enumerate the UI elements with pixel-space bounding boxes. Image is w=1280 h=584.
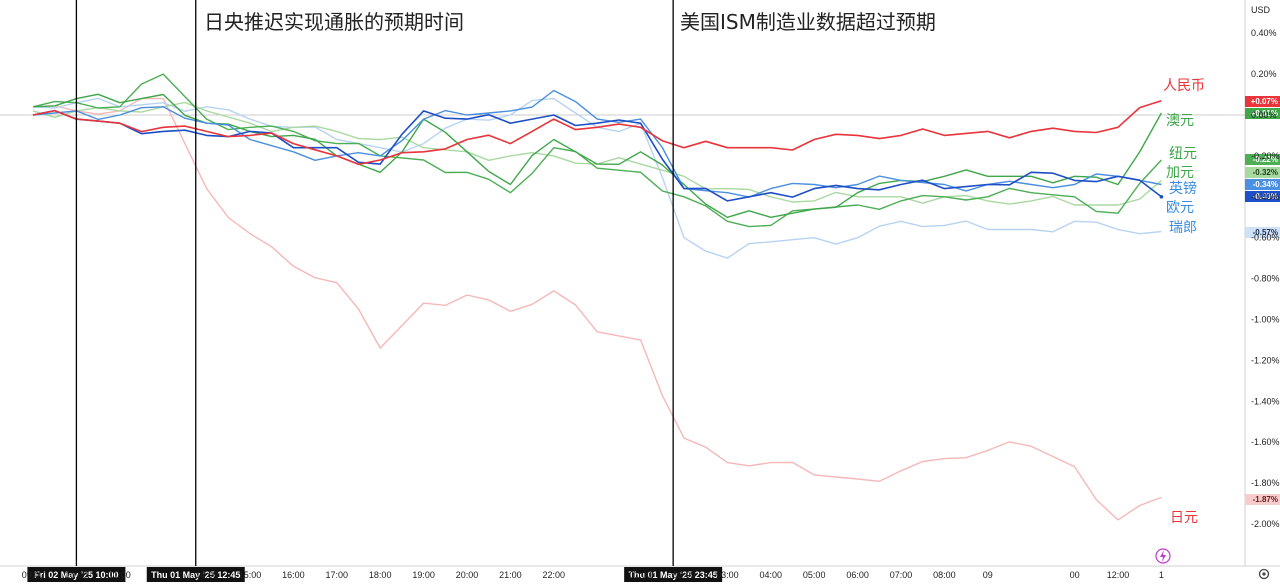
y-tick-label: -1.00%	[1251, 315, 1280, 325]
series-lines	[32, 73, 1164, 521]
x-tick-label: 15:00	[239, 570, 262, 580]
series-name-label: 人民币	[1163, 78, 1205, 94]
series-line-0	[32, 99, 1162, 166]
series-line-5	[32, 109, 1162, 202]
y-tick-label: -0.40%	[1251, 192, 1280, 202]
series-name-label: 英镑	[1169, 180, 1197, 197]
series-name-label: 澳元	[1166, 113, 1194, 129]
x-tick-label: 22:00	[543, 570, 566, 580]
x-tick-label: 07:00	[890, 570, 913, 580]
series-value-badge	[1245, 191, 1280, 202]
series-value-label: +0.07%	[1251, 97, 1278, 106]
series-value-badge	[1245, 179, 1280, 190]
y-tick-label: -0.80%	[1251, 274, 1280, 284]
x-tick-label: 00	[1070, 570, 1080, 580]
y-tick-label: -2.00%	[1251, 519, 1280, 529]
x-tick-label: 16:00	[282, 570, 305, 580]
series-value-label: -0.22%	[1253, 155, 1278, 164]
series-value-label: -0.32%	[1253, 168, 1278, 177]
series-value-badge	[1245, 167, 1280, 178]
series-value-label: -1.87%	[1253, 495, 1278, 504]
x-tick-label: 10:00	[65, 570, 88, 580]
series-value-badge	[1245, 154, 1280, 165]
lightning-icon[interactable]	[1155, 548, 1171, 564]
chart-grid	[0, 0, 1280, 567]
series-value-label: -0.34%	[1253, 180, 1278, 189]
series-line-1	[32, 93, 1163, 218]
series-value-badge	[1245, 227, 1280, 238]
currency-selector[interactable]: USD	[1251, 5, 1271, 15]
x-tick-label: 1	[1159, 570, 1164, 580]
event-time-badge	[27, 567, 126, 582]
series-line-7	[32, 97, 1162, 521]
series-value-label: +0.01%	[1251, 109, 1278, 118]
series-line-4	[32, 89, 1162, 198]
series-end-dot	[1159, 195, 1164, 199]
x-tick-label: 01:00	[629, 570, 652, 580]
x-tick-label: 20:00	[456, 570, 479, 580]
series-value-label: -0.57%	[1253, 228, 1278, 237]
series-name-label: 欧元	[1166, 200, 1194, 216]
event-time-label: Fri 02 May '25 10:00	[34, 570, 118, 580]
y-axis: 0.40% 0.20% 0.00% -0.20% -0.40% -0.60% -0.80% -…	[1251, 28, 1280, 529]
series-line-3	[32, 101, 1162, 206]
x-tick-label: 09:00	[22, 570, 45, 580]
annotation-ism: 美国ISM制造业数据超过预期	[680, 10, 936, 34]
series-value-badge	[1245, 494, 1280, 505]
y-tick-label: -1.60%	[1251, 437, 1280, 447]
event-time-label: Thu 01 May '25 23:45	[629, 570, 718, 580]
x-tick-label: 17:00	[326, 570, 349, 580]
event-time-badge	[624, 567, 723, 582]
x-tick-label: 14:00	[195, 570, 218, 580]
x-axis: 09:00 10:00 11:00 14:00 15:00 16:00 17:00 18:00…	[22, 570, 1164, 580]
series-value-label: -0.40%	[1253, 192, 1278, 201]
series-value-badge	[1245, 96, 1280, 107]
x-tick-label: 19:00	[412, 570, 435, 580]
series-line-2	[32, 73, 1162, 228]
x-tick-label: 21:00	[499, 570, 522, 580]
currency-selector-label[interactable]: USD	[1251, 5, 1271, 15]
y-tick-label: -1.40%	[1251, 396, 1280, 406]
series-value-badge	[1245, 108, 1280, 119]
x-tick-label: 11:00	[109, 570, 131, 580]
event-time-badge	[146, 567, 245, 582]
y-tick-label: -1.80%	[1251, 478, 1280, 488]
event-time-label: Thu 01 May '25 12:45	[151, 570, 240, 580]
y-tick-label: -1.20%	[1251, 355, 1280, 365]
y-tick-label: 0.40%	[1251, 28, 1277, 38]
x-tick-label: 05:00	[803, 570, 826, 580]
x-tick-label: 06:00	[846, 570, 869, 580]
event-lines: Thu 01 May '25 12:45 Thu 01 May '25 23:45…	[27, 0, 723, 582]
x-tick-label: 09	[983, 570, 993, 580]
series-name-label: 瑞郎	[1169, 220, 1197, 236]
x-tick-label: 18:00	[369, 570, 392, 580]
y-tick-label: 0.20%	[1251, 69, 1277, 79]
series-name-label: 加元	[1166, 165, 1194, 181]
x-tick-label: 04:00	[760, 570, 783, 580]
annotation-boj: 日央推迟实现通胀的预期时间	[204, 10, 464, 34]
series-name-label: 纽元	[1169, 146, 1197, 162]
y-tick-label: -0.20%	[1251, 151, 1280, 161]
settings-icon[interactable]	[1258, 568, 1270, 580]
y-tick-label: 0.00%	[1251, 110, 1277, 120]
x-tick-label: 02:00	[673, 570, 696, 580]
x-tick-label: 03:00	[716, 570, 739, 580]
x-tick-label: 08:00	[933, 570, 956, 580]
x-tick-label: 12:00	[1107, 570, 1130, 580]
series-name-label: 日元	[1170, 510, 1198, 526]
y-tick-label: -0.60%	[1251, 233, 1280, 243]
